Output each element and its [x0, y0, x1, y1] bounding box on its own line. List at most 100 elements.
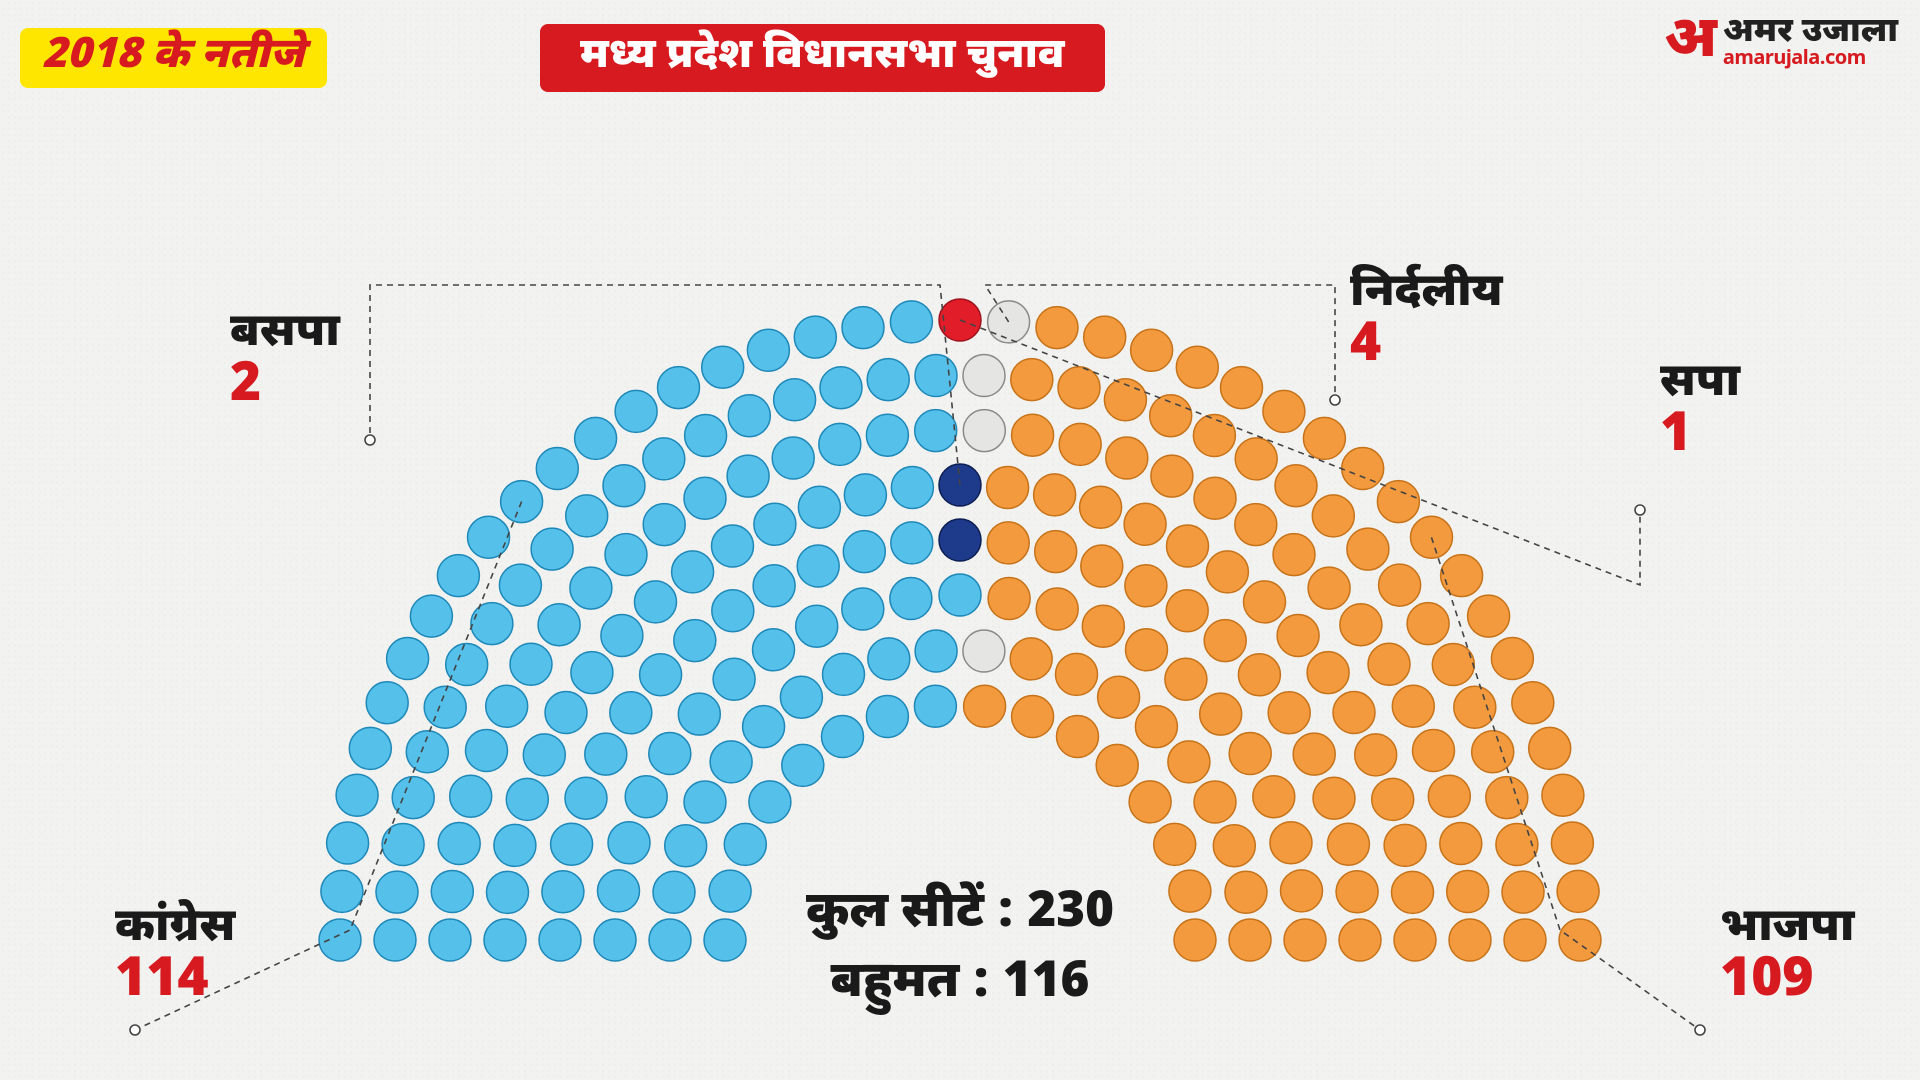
seat-dot [1557, 870, 1599, 912]
seat-dot [672, 551, 714, 593]
seat-dot [424, 686, 466, 728]
seat-dot [1368, 643, 1410, 685]
seat-dot [1379, 564, 1421, 606]
seat-dot [1213, 825, 1255, 867]
seat-dot [1174, 919, 1216, 961]
seat-dot [665, 825, 707, 867]
seat-dot [374, 919, 416, 961]
seat-dot [321, 870, 363, 912]
seat-dot [1056, 653, 1098, 695]
seat-dot [487, 871, 529, 913]
seat-dot [523, 734, 565, 776]
seat-dot [915, 355, 957, 397]
seat-dot [868, 638, 910, 680]
seat-dot [1284, 919, 1326, 961]
seat-dot [1204, 620, 1246, 662]
seat-dot [1542, 774, 1584, 816]
party-name-bsp: बसपा [230, 310, 340, 358]
seat-dot [987, 522, 1029, 564]
seat-dot [366, 682, 408, 724]
seat-dot [1303, 417, 1345, 459]
seat-dot [1176, 346, 1218, 388]
seat-dot [1327, 823, 1369, 865]
seat-dot [1551, 822, 1593, 864]
seat-dot [545, 692, 587, 734]
seat-dot [382, 824, 424, 866]
seat-dot [1428, 775, 1470, 817]
year-badge: 2018 के नतीजे [20, 28, 327, 88]
seat-dot [724, 823, 766, 865]
seat-dot [565, 777, 607, 819]
seat-dot [1340, 604, 1382, 646]
seat-dot [1307, 652, 1349, 694]
seat-dot [1392, 871, 1434, 913]
brand-name-en: amarujala.com [1723, 50, 1898, 70]
brand-name-hi: अमर उजाला [1723, 16, 1898, 50]
seat-dot [1407, 603, 1449, 645]
seat-dot [1449, 919, 1491, 961]
infographic-canvas: 2018 के नतीजे मध्य प्रदेश विधानसभा चुनाव… [0, 0, 1920, 1080]
seat-dot [1166, 590, 1208, 632]
seat-dot [1034, 474, 1076, 516]
seat-dot [866, 414, 908, 456]
seat-dot [1057, 716, 1099, 758]
seat-dot [542, 871, 584, 913]
seat-dot [890, 301, 932, 343]
seat-dot [1244, 581, 1286, 623]
seat-dot [649, 919, 691, 961]
seat-dot [963, 355, 1005, 397]
seat-dot [684, 477, 726, 519]
seat-dot [1084, 316, 1126, 358]
seat-dot [649, 733, 691, 775]
seat-dot [1200, 693, 1242, 735]
seat-dot [1454, 686, 1496, 728]
seat-dot [964, 685, 1006, 727]
seat-dot [349, 727, 391, 769]
seat-dot [798, 486, 840, 528]
seat-dot [1150, 395, 1192, 437]
seat-dot [1447, 871, 1489, 913]
seat-dot [753, 629, 795, 671]
seat-dot [842, 307, 884, 349]
seat-dot [625, 776, 667, 818]
majority-label: बहुमत : 116 [806, 950, 1114, 1020]
seat-dot [891, 467, 933, 509]
seat-dot [1168, 741, 1210, 783]
party-seats-inc: 114 [115, 955, 235, 1012]
seat-dot [963, 410, 1005, 452]
seat-dot [336, 774, 378, 816]
seat-dot [678, 693, 720, 735]
seat-dot [536, 448, 578, 490]
seat-dot [506, 778, 548, 820]
seat-dot [471, 603, 513, 645]
seat-dot [643, 438, 685, 480]
seat-dot [1413, 730, 1455, 772]
leader-endpoint-icon [365, 435, 375, 445]
title-badge: मध्य प्रदेश विधानसभा चुनाव [540, 24, 1105, 92]
seat-dot [466, 730, 508, 772]
party-seats-bsp: 2 [230, 360, 340, 417]
seat-dot [1504, 919, 1546, 961]
party-label-bsp: बसपा 2 [230, 310, 340, 417]
seat-dot [510, 643, 552, 685]
seat-dot [1154, 823, 1196, 865]
seat-dot [468, 516, 510, 558]
seat-dot [1058, 367, 1100, 409]
seat-dot [1355, 734, 1397, 776]
party-label-ind: निर्दलीय 4 [1350, 270, 1503, 377]
leader-endpoint-icon [1330, 395, 1340, 405]
party-seats-ind: 4 [1350, 320, 1503, 377]
seat-dot [643, 504, 685, 546]
seat-dot [939, 519, 981, 561]
party-seats-bjp: 109 [1720, 955, 1855, 1012]
seat-dot [794, 316, 836, 358]
seat-dot [685, 415, 727, 457]
seat-dot [531, 528, 573, 570]
party-label-sp: सपा 1 [1660, 360, 1740, 467]
seat-dot [603, 465, 645, 507]
seat-dot [819, 423, 861, 465]
seat-dot [410, 595, 452, 637]
seat-dot [702, 346, 744, 388]
seat-dot [709, 870, 751, 912]
seat-dot [1098, 676, 1140, 718]
